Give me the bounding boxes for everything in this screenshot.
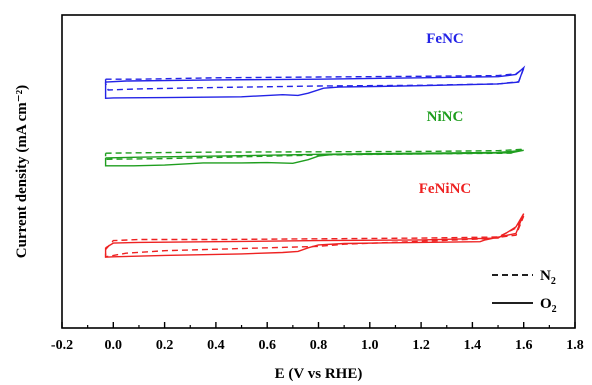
x-axis-title: E (V vs RHE) — [275, 366, 363, 382]
x-tick-label: 0.6 — [258, 338, 276, 353]
series-label-ninc: NiNC — [427, 109, 464, 125]
x-tick-label: -0.2 — [51, 338, 73, 353]
x-tick-label: 0.8 — [310, 338, 328, 353]
x-tick-label: 0.2 — [156, 338, 174, 353]
x-tick-label: 1.2 — [412, 338, 430, 353]
x-tick-label: 1.6 — [515, 338, 533, 353]
legend-n2-label: N2 — [540, 268, 556, 287]
x-axis-ticks: -0.2 0.0 0.2 0.4 0.6 0.8 1.0 1.2 1.4 1.6 1.8 — [51, 322, 584, 353]
y-axis-title: Current density (mA cm⁻²) — [14, 85, 30, 258]
trace-fenc-o2 — [104, 65, 526, 100]
x-tick-label: 1.0 — [361, 338, 379, 353]
series-label-feninc: FeNiNC — [419, 181, 472, 197]
x-tick-label: 0.4 — [207, 338, 225, 353]
trace-feninc-o2 — [104, 213, 525, 258]
series-labels: FeNC NiNC FeNiNC — [419, 31, 472, 197]
series-label-fenc: FeNC — [426, 31, 464, 47]
plot-frame — [61, 14, 576, 329]
legend: N2 O2 — [492, 268, 557, 315]
x-tick-label: 1.8 — [566, 338, 584, 353]
traces-group — [104, 65, 526, 258]
legend-o2-label: O2 — [540, 296, 557, 315]
trace-ninc-o2 — [104, 149, 524, 167]
x-tick-label: 1.4 — [464, 338, 482, 353]
x-tick-label: 0.0 — [105, 338, 123, 353]
trace-feninc-n2 — [104, 215, 525, 258]
